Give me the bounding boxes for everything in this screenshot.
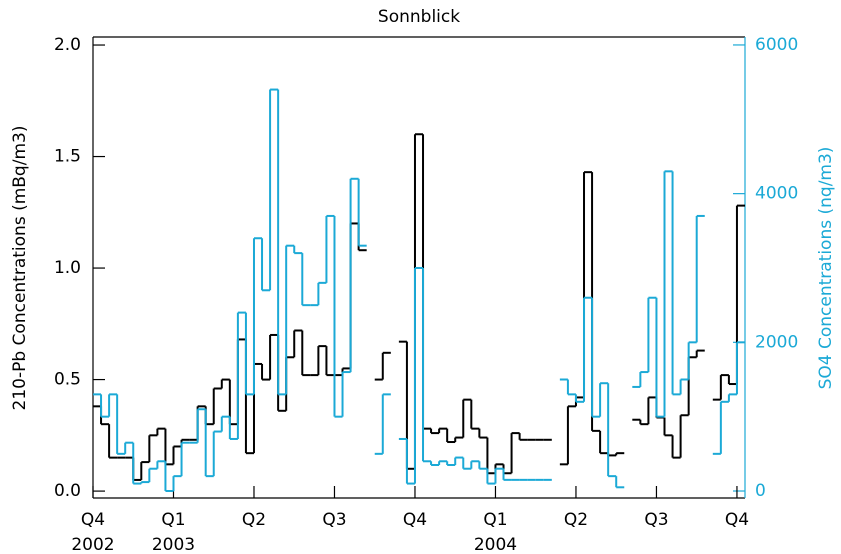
x-tick-label: Q4 (81, 510, 105, 530)
y-tick-label: 0.5 (54, 370, 81, 390)
y-tick-label: 0.0 (54, 481, 81, 501)
y-tick-label: 1.0 (54, 258, 81, 278)
x-tick-label: Q3 (644, 510, 668, 530)
x-tick-year: 2002 (71, 535, 114, 554)
x-tick-year: 2003 (152, 535, 195, 554)
y2-tick-label: 0 (755, 481, 766, 501)
x-tick-label: Q2 (242, 510, 266, 530)
x-tick-label: Q2 (564, 510, 588, 530)
chart-title: Sonnblick (378, 7, 460, 27)
x-tick-label: Q4 (403, 510, 427, 530)
y-tick-label: 1.5 (54, 147, 81, 167)
x-tick-label: Q3 (322, 510, 346, 530)
y-axis-label: 210-Pb Concentrations (mBq/m3) (10, 126, 30, 411)
x-tick-label: Q1 (483, 510, 507, 530)
x-tick-year: 2004 (474, 535, 517, 554)
y-tick-label: 2.0 (54, 35, 81, 55)
y2-axis-label: SO4 Concentrations (nq/m3) (816, 147, 836, 390)
y2-tick-label: 4000 (755, 184, 798, 204)
y2-tick-label: 2000 (755, 332, 798, 352)
x-tick-label: Q1 (161, 510, 185, 530)
x-tick-label: Q4 (725, 510, 749, 530)
y2-tick-label: 6000 (755, 35, 798, 55)
